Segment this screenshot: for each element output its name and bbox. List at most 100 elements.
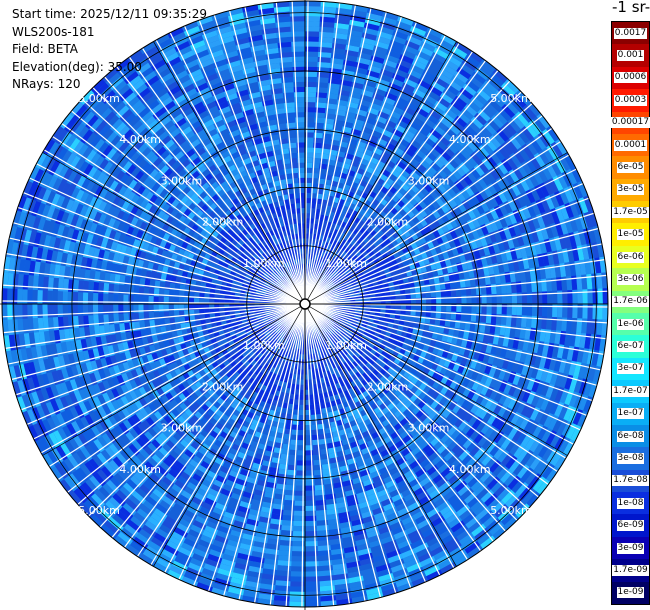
range-gate [387,198,397,207]
range-gate [375,422,385,431]
range-gate [420,457,433,468]
range-gate [305,81,317,88]
range-gate [359,367,366,375]
range-gate [382,213,391,222]
range-gate [426,202,436,212]
range-gate [398,216,408,225]
range-gate [365,393,374,402]
range-gate [410,232,419,241]
range-gate [344,269,350,275]
range-gate [352,234,360,242]
range-gate [359,256,367,263]
range-gate [440,213,450,224]
range-gate [368,409,377,418]
range-gate [343,240,350,247]
range-gate [354,265,361,271]
range-gate [335,273,341,279]
range-gate [409,183,420,194]
range-gate [393,452,405,462]
range-gate [432,379,441,390]
range-gate [557,304,563,318]
range-gate [380,233,388,241]
range-gate [381,394,390,403]
range-gate [373,418,383,427]
range-gate [442,189,453,201]
range-gate [408,196,418,207]
range-gate [379,225,388,234]
range-gate [382,418,392,427]
range-gate [413,202,423,212]
range-gate [348,350,355,357]
range-gate [305,51,319,57]
range-gate [414,449,426,460]
range-gate [395,372,404,381]
range-gate [397,260,405,268]
range-gate [376,236,384,244]
range-gate [422,415,433,426]
range-gate [557,290,563,304]
range-gate [346,242,353,250]
range-gate [401,354,409,363]
range-gate [370,210,379,218]
range-gate [399,375,408,384]
range-gate [341,227,348,235]
range-gate [362,389,371,398]
range-gate [395,227,404,236]
range-gate [364,417,374,426]
range-gate [357,196,366,204]
range-gate [397,391,407,401]
range-gate [332,344,338,351]
range-gate [390,361,399,370]
range-gate [386,210,395,219]
range-gate [397,425,407,435]
range-gate [426,396,436,406]
range-gate [402,191,413,201]
range-gate [461,173,473,186]
range-gate [427,211,437,222]
range-gate [574,332,582,348]
range-gate [334,360,341,367]
range-gate [337,365,343,372]
range-gate [406,389,415,399]
range-gate [401,258,409,266]
range-gate [430,161,441,172]
range-gate [368,397,377,406]
range-gate [374,213,383,222]
range-gate [376,201,385,210]
range-gate [374,386,383,395]
range-gate [376,398,385,407]
range-gate [369,228,377,237]
range-gate [340,244,347,251]
range-gate [397,186,407,196]
range-gate [335,371,342,378]
range-gate [417,453,429,464]
range-gate [454,150,467,163]
range-gate [458,176,469,189]
range-gate [365,375,373,383]
range-gate [305,591,321,597]
range-gate [361,378,369,386]
range-gate [332,332,338,338]
range-gate [413,396,423,406]
range-gate [356,342,363,349]
range-gate [335,230,342,237]
range-gate [456,191,466,203]
range-gate [571,318,578,333]
range-gate [446,186,457,198]
range-gate [365,206,374,215]
range-gate [354,250,362,257]
range-gate [305,61,318,67]
range-gate [365,368,373,376]
range-gate [394,177,404,187]
range-gate [352,339,359,346]
range-gate [305,21,320,27]
range-gate [305,26,320,32]
range-gate [446,453,459,466]
range-gate [584,333,592,350]
range-gate [423,224,432,234]
range-gate [340,337,347,344]
range-gate [334,17,351,25]
range-gate [422,442,434,454]
range-gate [390,194,400,203]
range-gate [401,204,411,213]
